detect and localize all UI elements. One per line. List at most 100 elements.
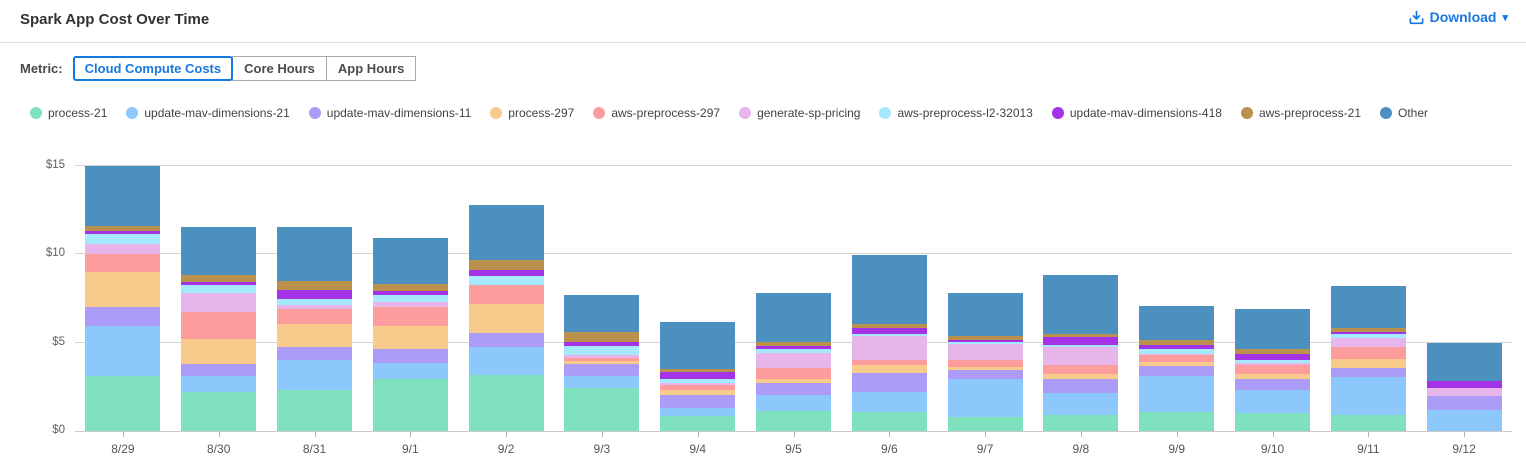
bar-segment-process-21[interactable] bbox=[181, 391, 257, 431]
bar-segment-other[interactable] bbox=[277, 226, 352, 282]
bar-segment-generate-sp-pricing[interactable] bbox=[372, 301, 448, 307]
bar-segment-update-mav-dimensions-11[interactable] bbox=[756, 382, 831, 396]
bar-segment-aws-preprocess-297[interactable] bbox=[1330, 346, 1406, 359]
bar-segment-update-mav-dimensions-418[interactable] bbox=[851, 327, 927, 334]
bar-segment-process-21[interactable] bbox=[756, 411, 831, 431]
bar-segment-aws-preprocess-l2-32013[interactable] bbox=[372, 295, 448, 302]
bar-segment-aws-preprocess-297[interactable] bbox=[947, 359, 1023, 368]
bar-9-9[interactable] bbox=[1139, 306, 1215, 431]
bar-segment-process-297[interactable] bbox=[468, 303, 544, 333]
bar-segment-aws-preprocess-l2-32013[interactable] bbox=[1235, 360, 1310, 364]
bar-segment-update-mav-dimensions-11[interactable] bbox=[1043, 379, 1119, 393]
bar-segment-generate-sp-pricing[interactable] bbox=[756, 352, 831, 368]
bar-9-7[interactable] bbox=[947, 293, 1023, 431]
bar-segment-generate-sp-pricing[interactable] bbox=[1330, 338, 1406, 347]
bar-segment-update-mav-dimensions-21[interactable] bbox=[1426, 410, 1502, 431]
bar-segment-generate-sp-pricing[interactable] bbox=[1235, 363, 1310, 366]
bar-segment-update-mav-dimensions-418[interactable] bbox=[1139, 344, 1215, 350]
bar-segment-other[interactable] bbox=[851, 255, 927, 325]
legend-item-aws-preprocess-297[interactable]: aws-preprocess-297 bbox=[593, 106, 720, 120]
bar-segment-aws-preprocess-297[interactable] bbox=[372, 306, 448, 327]
bar-segment-process-21[interactable] bbox=[1235, 412, 1310, 431]
bar-segment-other[interactable] bbox=[660, 321, 736, 370]
bar-segment-generate-sp-pricing[interactable] bbox=[660, 382, 736, 385]
bar-segment-update-mav-dimensions-11[interactable] bbox=[277, 347, 352, 360]
bar-segment-update-mav-dimensions-418[interactable] bbox=[372, 291, 448, 296]
bar-segment-process-297[interactable] bbox=[564, 361, 640, 364]
bar-segment-aws-preprocess-l2-32013[interactable] bbox=[468, 276, 544, 286]
bar-segment-generate-sp-pricing[interactable] bbox=[851, 336, 927, 360]
bar-segment-process-21[interactable] bbox=[372, 378, 448, 431]
bar-segment-update-mav-dimensions-418[interactable] bbox=[1043, 337, 1119, 345]
bar-segment-update-mav-dimensions-418[interactable] bbox=[660, 371, 736, 380]
bar-segment-process-21[interactable] bbox=[277, 390, 352, 431]
bar-segment-update-mav-dimensions-11[interactable] bbox=[660, 395, 736, 408]
bar-segment-aws-preprocess-21[interactable] bbox=[181, 274, 257, 282]
bar-segment-aws-preprocess-21[interactable] bbox=[851, 324, 927, 328]
bar-segment-update-mav-dimensions-418[interactable] bbox=[756, 346, 831, 349]
bar-segment-aws-preprocess-21[interactable] bbox=[468, 260, 544, 271]
bar-segment-other[interactable] bbox=[947, 293, 1023, 337]
bar-segment-other[interactable] bbox=[468, 205, 544, 261]
legend-item-aws-preprocess-21[interactable]: aws-preprocess-21 bbox=[1240, 106, 1361, 120]
bar-segment-generate-sp-pricing[interactable] bbox=[1426, 387, 1502, 397]
bar-segment-aws-preprocess-l2-32013[interactable] bbox=[1043, 344, 1119, 347]
bar-segment-update-mav-dimensions-11[interactable] bbox=[947, 369, 1023, 379]
bar-segment-process-297[interactable] bbox=[1043, 374, 1119, 380]
bar-segment-process-21[interactable] bbox=[85, 376, 161, 431]
legend-item-process-21[interactable]: process-21 bbox=[30, 106, 107, 120]
bar-segment-update-mav-dimensions-21[interactable] bbox=[1139, 376, 1215, 412]
bar-segment-aws-preprocess-297[interactable] bbox=[1043, 365, 1119, 375]
bar-segment-other[interactable] bbox=[1330, 285, 1406, 328]
bar-segment-other[interactable] bbox=[85, 166, 161, 227]
bar-segment-aws-preprocess-l2-32013[interactable] bbox=[1330, 334, 1406, 339]
bar-segment-aws-preprocess-297[interactable] bbox=[1139, 355, 1215, 363]
bar-segment-process-21[interactable] bbox=[564, 387, 640, 431]
bar-segment-aws-preprocess-21[interactable] bbox=[1330, 327, 1406, 332]
bar-segment-update-mav-dimensions-21[interactable] bbox=[1043, 392, 1119, 416]
legend-item-process-297[interactable]: process-297 bbox=[490, 106, 574, 120]
bar-9-10[interactable] bbox=[1235, 308, 1310, 431]
bar-segment-update-mav-dimensions-21[interactable] bbox=[564, 376, 640, 388]
bar-segment-aws-preprocess-21[interactable] bbox=[277, 281, 352, 290]
bar-segment-process-297[interactable] bbox=[1330, 358, 1406, 368]
bar-8-30[interactable] bbox=[181, 226, 257, 431]
bar-segment-update-mav-dimensions-21[interactable] bbox=[660, 407, 736, 416]
bar-segment-process-297[interactable] bbox=[1139, 362, 1215, 367]
bar-segment-process-297[interactable] bbox=[660, 390, 736, 396]
bar-segment-update-mav-dimensions-418[interactable] bbox=[277, 289, 352, 299]
bar-segment-generate-sp-pricing[interactable] bbox=[564, 355, 640, 358]
bar-segment-aws-preprocess-l2-32013[interactable] bbox=[85, 234, 161, 244]
bar-segment-aws-preprocess-21[interactable] bbox=[1043, 333, 1119, 338]
bar-segment-other[interactable] bbox=[1235, 308, 1310, 350]
bar-segment-update-mav-dimensions-11[interactable] bbox=[1235, 378, 1310, 391]
bar-segment-aws-preprocess-21[interactable] bbox=[1235, 349, 1310, 354]
bar-segment-update-mav-dimensions-11[interactable] bbox=[181, 364, 257, 377]
bar-segment-other[interactable] bbox=[1426, 342, 1502, 382]
bar-segment-process-297[interactable] bbox=[85, 272, 161, 307]
bar-9-5[interactable] bbox=[756, 293, 831, 431]
metric-tab-core-hours[interactable]: Core Hours bbox=[232, 56, 327, 81]
bar-9-3[interactable] bbox=[564, 295, 640, 431]
bar-segment-aws-preprocess-297[interactable] bbox=[660, 384, 736, 391]
bar-segment-aws-preprocess-l2-32013[interactable] bbox=[851, 333, 927, 337]
bar-9-1[interactable] bbox=[372, 237, 448, 431]
bar-segment-update-mav-dimensions-11[interactable] bbox=[1139, 366, 1215, 377]
bar-segment-generate-sp-pricing[interactable] bbox=[85, 243, 161, 254]
bar-segment-update-mav-dimensions-21[interactable] bbox=[756, 395, 831, 412]
bar-segment-process-21[interactable] bbox=[1043, 415, 1119, 431]
bar-segment-update-mav-dimensions-21[interactable] bbox=[1235, 390, 1310, 413]
bar-segment-update-mav-dimensions-21[interactable] bbox=[181, 376, 257, 392]
bar-segment-process-21[interactable] bbox=[1139, 411, 1215, 431]
legend-item-update-mav-dimensions-418[interactable]: update-mav-dimensions-418 bbox=[1051, 106, 1222, 120]
bar-8-31[interactable] bbox=[277, 226, 352, 431]
bar-segment-process-297[interactable] bbox=[947, 367, 1023, 370]
bar-segment-update-mav-dimensions-11[interactable] bbox=[1330, 367, 1406, 377]
bar-segment-process-297[interactable] bbox=[756, 378, 831, 383]
legend-item-aws-preprocess-l2-32013[interactable]: aws-preprocess-l2-32013 bbox=[879, 106, 1033, 120]
legend-item-generate-sp-pricing[interactable]: generate-sp-pricing bbox=[739, 106, 860, 120]
bar-segment-aws-preprocess-297[interactable] bbox=[181, 311, 257, 340]
bar-segment-aws-preprocess-l2-32013[interactable] bbox=[660, 379, 736, 383]
legend-item-update-mav-dimensions-11[interactable]: update-mav-dimensions-11 bbox=[308, 106, 471, 120]
bar-segment-generate-sp-pricing[interactable] bbox=[1043, 346, 1119, 366]
